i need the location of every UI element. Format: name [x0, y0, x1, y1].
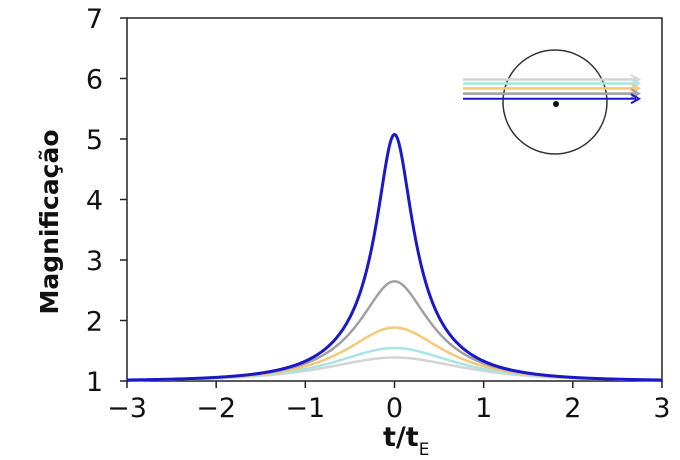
trajectory-arrow-3: [463, 83, 642, 94]
series-line-5: [126, 132, 663, 382]
y-tick-label: 2: [86, 307, 103, 338]
x-tick-label: 0: [386, 393, 403, 424]
series-line-4: [126, 280, 663, 382]
x-axis-title-subscript: E: [419, 440, 430, 460]
series-line-3: [126, 326, 663, 382]
trajectory-arrow-4: [463, 88, 642, 99]
trajectory-arrow-5: [463, 93, 642, 105]
x-tick-label: 3: [653, 393, 670, 424]
y-tick-label: 5: [86, 125, 103, 156]
y-tick-label: 7: [86, 4, 103, 35]
x-tick-label: −2: [196, 393, 236, 424]
x-tick-label: 2: [564, 393, 581, 424]
x-axis-title-main: t/t: [383, 422, 419, 453]
x-tick-label: −1: [285, 393, 325, 424]
ticks-layer: −3 −2 −1 0 1 2 3 1 2 3 4 5 6 7: [86, 4, 671, 424]
series-layer: [126, 132, 663, 382]
y-tick-label: 4: [86, 186, 103, 217]
lens-center-dot: [553, 101, 559, 107]
x-axis-title: t/tE: [383, 422, 429, 460]
trajectory-arrows: [463, 74, 642, 105]
y-tick-label: 1: [86, 367, 103, 398]
y-tick-label: 3: [86, 246, 103, 277]
series-line-2: [126, 346, 663, 382]
lens-inset: [463, 49, 642, 155]
y-axis-title: Magnificação: [35, 129, 64, 314]
x-tick-label: −3: [107, 393, 147, 424]
y-tick-label: 6: [86, 65, 103, 96]
x-tick-label: 1: [475, 393, 492, 424]
lens-circle: [502, 49, 608, 155]
